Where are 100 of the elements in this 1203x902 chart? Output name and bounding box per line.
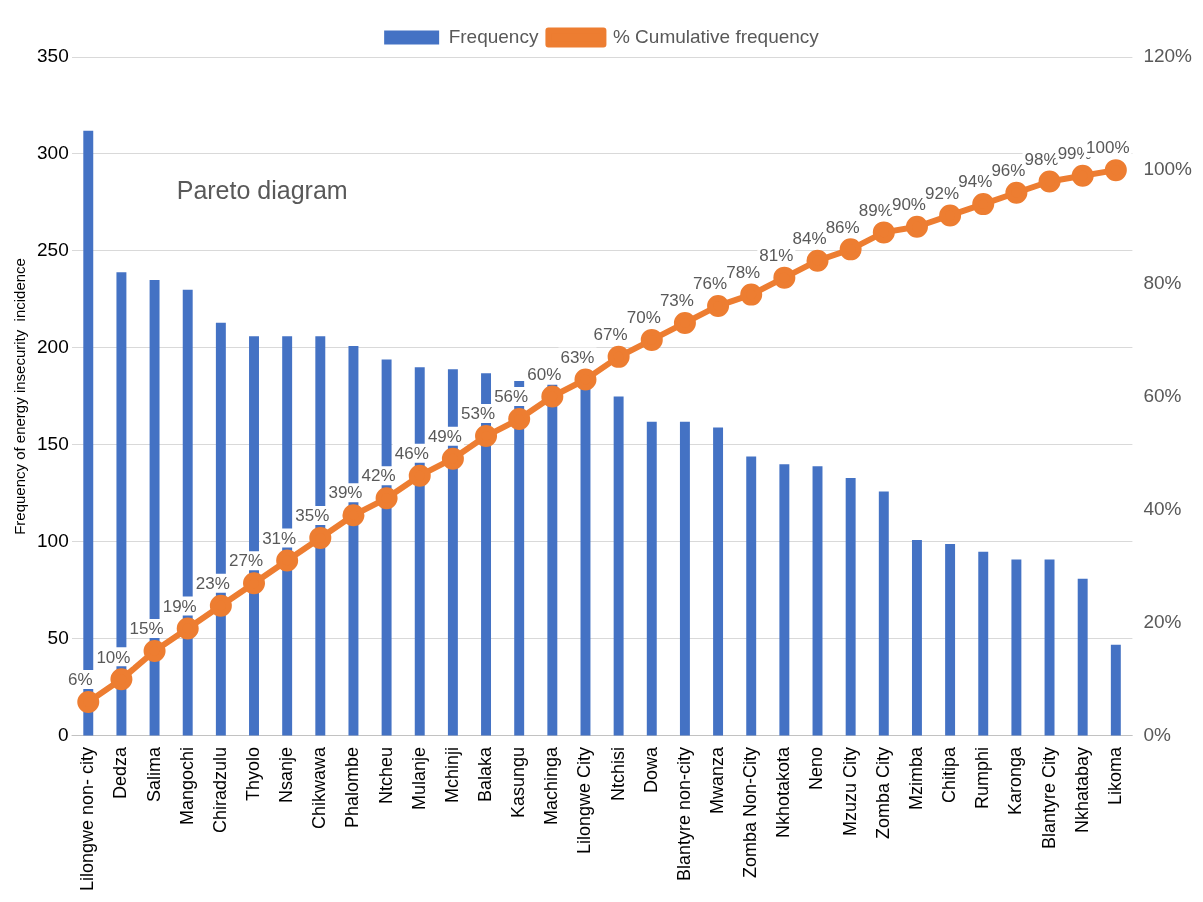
data-label: 67% [593,325,628,345]
x-tick-label: Mangochi [176,746,197,825]
bar [1110,644,1121,736]
point [1104,159,1127,182]
x-tick-label: Mzimba [905,745,926,810]
data-label: 63% [560,347,595,367]
x-tick-label: Lilongwe non- city [77,746,98,892]
point [872,221,895,244]
y-tick-label: 0 [58,724,69,746]
data-label: 81% [759,245,794,265]
point [508,408,531,431]
x-tick-label: Neno [806,746,827,790]
bar [945,543,956,736]
bar [978,551,989,736]
bar [878,491,889,736]
point [243,572,266,595]
x-tick-label: Mulanje [408,746,429,810]
legend-label: % Cumulative frequency [612,25,820,47]
point [176,617,199,640]
data-label: 86% [825,217,860,237]
point [972,193,995,216]
y-tick-label: 150 [37,433,69,455]
y2-tick-label: 80% [1143,271,1182,293]
bar [746,456,757,736]
x-tick-label: Nkhotakota [773,745,794,838]
x-tick-label: Machinga [541,745,562,825]
data-label: 42% [361,466,396,486]
point [607,345,630,368]
x-tick-label: Nkhatabay [1071,746,1092,833]
x-tick-label: Zomba City [872,746,893,839]
point [110,668,133,691]
x-tick-label: Mchinji [441,746,462,803]
data-label: 60% [527,364,562,384]
point [276,549,299,572]
data-label: 56% [494,387,529,407]
x-tick-label: Mzuzu City [839,746,860,836]
y2-tick-label: 40% [1143,497,1182,519]
point [839,238,862,261]
point [541,385,564,408]
point [707,294,730,317]
point [905,215,928,238]
bar [613,396,624,736]
y2-tick-label: 120% [1143,45,1193,67]
y-tick-label: 250 [37,239,69,261]
x-tick-label: Thyolo [242,746,263,801]
x-tick-label: Zomba Non-City [740,746,761,878]
y2-tick-label: 0% [1143,724,1171,746]
bar [779,464,790,736]
legend-label: Frequency [448,25,539,47]
point [640,328,663,351]
x-tick-label: Lilongwe City [574,746,595,854]
x-tick-label: Ntcheu [375,746,396,804]
x-tick-label: Salima [143,745,164,802]
bar [679,421,690,736]
data-label: 53% [461,404,496,424]
bar [1077,578,1088,736]
x-tick-label: Karonga [1005,745,1026,815]
data-label: 10% [96,647,131,667]
bar [646,421,657,736]
point [1071,164,1094,187]
x-tick-label: Mwanza [707,745,728,814]
data-label: 49% [427,426,462,446]
x-tick-label: Chiradzulu [209,746,230,833]
data-label: 31% [262,528,297,548]
data-label: 46% [394,443,429,463]
data-label: 89% [858,200,893,220]
x-tick-label: Phalombe [342,746,363,828]
data-label: 73% [659,291,694,311]
x-tick-label: Chitipa [939,745,960,803]
data-label: 6% [67,670,93,690]
point [209,594,232,617]
point [574,368,597,391]
x-tick-label: Dowa [640,745,661,793]
x-tick-label: Rumphi [972,746,993,809]
point [441,447,464,470]
x-tick-label: Nsanje [276,746,297,803]
data-label: 39% [328,483,363,503]
bar [1044,559,1055,736]
y2-tick-label: 60% [1143,384,1182,406]
x-tick-label: Balaka [475,745,496,802]
y2-tick-label: 100% [1143,158,1193,180]
annotation: Pareto diagram [176,175,348,204]
y-tick-label: 350 [37,45,69,67]
x-tick-label: Likoma [1104,745,1125,805]
x-tick-label: Chikwawa [309,745,330,829]
data-label: 98% [1024,149,1059,169]
x-tick-label: Ntchisi [607,746,628,801]
point [143,640,166,663]
bar [845,477,856,736]
point [773,266,796,289]
point [375,487,398,510]
y-tick-label: 100 [37,530,69,552]
point [342,504,365,527]
data-label: 19% [162,596,197,616]
data-label: 70% [626,308,661,328]
data-label: 15% [129,619,164,639]
data-label: 94% [958,172,993,192]
bar [1011,559,1022,736]
x-tick-label: Kasungu [508,746,529,818]
x-tick-label: Dedza [110,745,131,799]
